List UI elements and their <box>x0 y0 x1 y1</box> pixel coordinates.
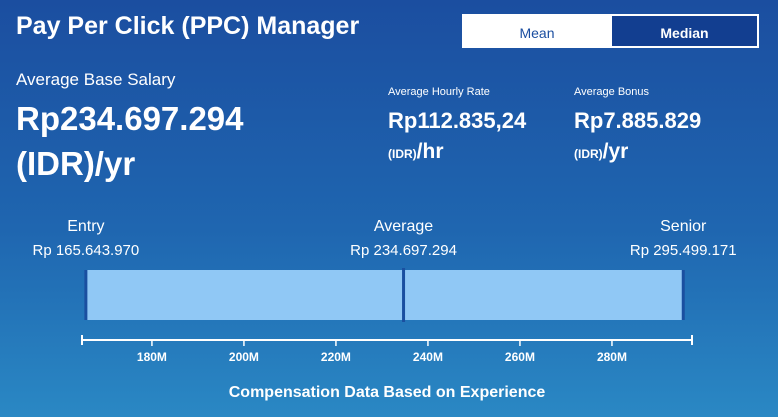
currency: (IDR) <box>574 147 603 161</box>
period: /yr <box>602 140 629 163</box>
x-tick-label: 200M <box>229 350 259 364</box>
currency: (IDR) <box>388 147 417 161</box>
level-label: Average <box>374 218 433 235</box>
range-bar <box>85 270 684 320</box>
level-value: Rp 234.697.294 <box>350 242 457 259</box>
level-label: Entry <box>67 218 104 235</box>
stat-unit: (IDR)/yr <box>574 140 628 164</box>
stat-amount: Rp7.885.829 <box>574 108 702 133</box>
mean-button[interactable]: Mean <box>462 14 612 48</box>
x-tick-label: 240M <box>413 350 443 364</box>
page-title: Pay Per Click (PPC) Manager <box>16 12 360 40</box>
chart-title: Compensation Data Based on Experience <box>229 384 546 401</box>
x-tick-label: 260M <box>505 350 535 364</box>
stat-label: Average Hourly Rate <box>388 86 490 98</box>
stat-amount: Rp234.697.294 <box>16 100 244 137</box>
level-label: Senior <box>660 218 707 235</box>
period: /hr <box>416 140 444 163</box>
x-tick-label: 180M <box>137 350 167 364</box>
level-value: Rp 295.499.171 <box>630 242 737 259</box>
x-tick-label: 280M <box>597 350 627 364</box>
stat-amount: Rp112.835,24 <box>388 108 527 133</box>
stat-unit: (IDR)/hr <box>388 140 444 164</box>
stat-label: Average Base Salary <box>16 70 176 89</box>
stat-label: Average Bonus <box>574 86 650 98</box>
x-tick-label: 220M <box>321 350 351 364</box>
stat-unit: (IDR)/yr <box>16 145 136 182</box>
median-button[interactable]: Median <box>610 14 759 48</box>
level-value: Rp 165.643.970 <box>32 242 139 259</box>
